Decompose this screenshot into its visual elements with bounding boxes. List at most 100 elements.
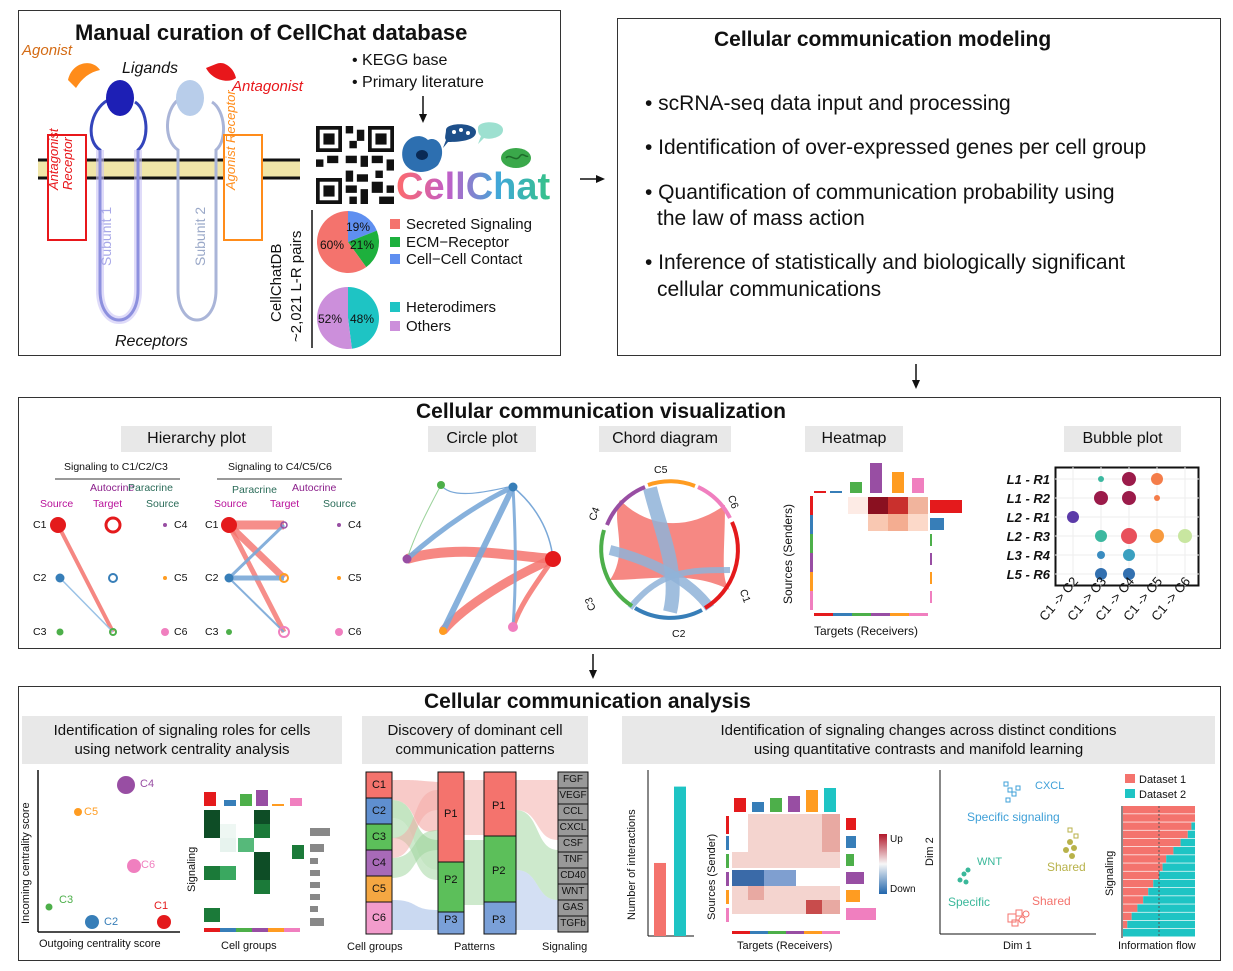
bullet-4: • Inference of statistically and biologi… — [645, 251, 1126, 274]
bubble-row: L1 - R1 — [1006, 472, 1050, 487]
hier-autocrine-1: Autocrine — [90, 482, 135, 494]
signaling-label: CCL — [562, 806, 583, 817]
bubble-point — [1122, 491, 1136, 505]
flow-bar — [1123, 822, 1192, 830]
flow-bar — [1123, 879, 1154, 888]
antagonist-label: Antagonist — [232, 78, 303, 95]
bubble-point — [1095, 530, 1107, 542]
centrality-xlabel: Outgoing centrality score — [39, 938, 161, 950]
pie1-legend: Secreted Signaling ECM−Receptor Cell−Cel… — [390, 216, 532, 269]
flow-bar — [1123, 830, 1188, 839]
bubble-row: L2 - R3 — [1006, 529, 1050, 544]
sec2-label: Discovery of dominant cell communication … — [362, 716, 588, 764]
arrow-right-icon — [580, 175, 605, 183]
color-scale — [879, 834, 887, 894]
panel-modeling — [617, 18, 1221, 356]
chord-diagram-label: Chord diagram — [599, 426, 731, 452]
bullet-3-cont: the law of mass action — [657, 207, 865, 230]
bubble-row: L1 - R2 — [1006, 491, 1050, 506]
interactions-bar — [654, 862, 666, 936]
flow-bar — [1180, 838, 1195, 847]
pattern-p2-b: P2 — [492, 865, 506, 877]
legend-item: Others — [390, 317, 496, 336]
hier-autocrine-2: Autocrine — [292, 482, 337, 494]
pie2-pct-0: 52% — [318, 312, 343, 326]
cellchat-logo: CellChat — [396, 166, 551, 208]
pattern-p3-b: P3 — [492, 914, 506, 926]
heatmap-xlabel: Targets (Receivers) — [814, 624, 919, 638]
pt-c2: C2 — [104, 916, 119, 928]
heatmap-label: Heatmap — [805, 426, 903, 452]
pie-slice — [348, 287, 379, 349]
bubble-point — [1151, 473, 1163, 485]
pt-c6: C6 — [141, 859, 156, 871]
bubble-point — [1094, 491, 1108, 505]
hier-c4-r: C4 — [348, 519, 362, 531]
ligands-label: Ligands — [122, 60, 179, 77]
ligand-light — [176, 80, 204, 116]
flow-bar — [1123, 838, 1181, 847]
signaling-box — [557, 915, 589, 933]
signaling-label: CXCL — [559, 822, 587, 833]
chord-c5: C5 — [654, 464, 668, 476]
manifold-dim2: Dim 2 — [924, 837, 936, 866]
receptors-label: Receptors — [115, 333, 188, 350]
signaling-label: FGF — [563, 774, 583, 785]
flow-bar — [1187, 830, 1195, 839]
interactions-ylabel: Number of interactions — [626, 809, 638, 920]
bubble-plot-label: Bubble plot — [1064, 426, 1181, 452]
hier-target-1: Target — [93, 498, 123, 510]
flow-bar — [1123, 871, 1159, 880]
pattern-p3-a: P3 — [444, 914, 458, 926]
pie-slice — [317, 211, 367, 273]
scale-down: Down — [890, 884, 916, 895]
legend-item: Dataset 2 — [1125, 788, 1186, 803]
panel-modeling-title: Cellular communication modeling — [714, 28, 1052, 51]
hier-c5-r: C5 — [348, 572, 362, 584]
bubble-row: L2 - R1 — [1006, 510, 1050, 525]
arrow-down-icon — [912, 364, 920, 389]
cell-cartoon-icon — [402, 122, 531, 172]
pattern-p1-b: P1 — [492, 800, 506, 812]
flow-legend: Dataset 1 Dataset 2 — [1125, 773, 1186, 803]
flow-bar — [1166, 855, 1195, 863]
signaling-label: VEGF — [559, 790, 587, 801]
pie2-legend: Heterodimers Others — [390, 298, 496, 336]
pattern-p2-a: P2 — [444, 874, 458, 886]
manifold-shared-1: Shared — [1047, 860, 1086, 874]
pt-c1: C1 — [154, 900, 169, 912]
centrality-ylabel: Incoming centrality score — [20, 802, 32, 924]
flow-bar — [1131, 912, 1195, 921]
bullet-1: • scRNA-seq data input and processing — [645, 92, 1011, 115]
flow-bar — [1123, 814, 1195, 822]
bubble-point — [1095, 568, 1107, 580]
bubble-point — [1150, 529, 1164, 543]
manifold-wnt: WNT — [977, 856, 1003, 868]
pattern-axis-signaling: Signaling — [542, 941, 588, 953]
hier-c4-l: C4 — [174, 519, 188, 531]
signaling-label: CD40 — [560, 870, 586, 881]
pt-c3: C3 — [59, 894, 74, 906]
legend-item: Heterodimers — [390, 298, 496, 317]
signaling-label: GAS — [562, 902, 584, 913]
panel-analysis-title: Cellular communication analysis — [424, 690, 751, 713]
hier-c1-l: C1 — [33, 519, 47, 531]
flow-bar — [1127, 920, 1195, 929]
arrow-down-icon — [589, 654, 597, 679]
flow-bar — [1123, 806, 1195, 814]
bubble-point — [1122, 472, 1136, 486]
manifold-specific-signaling: Specific signaling — [967, 810, 1060, 824]
flow-bar — [1123, 847, 1174, 855]
pattern-axis-cells: Cell groups — [347, 941, 403, 953]
legend-item: ECM−Receptor — [390, 234, 532, 252]
flow-bar — [1137, 904, 1195, 912]
interactions-bar — [674, 786, 686, 936]
pie-slice — [348, 230, 379, 268]
bubble-point — [1121, 528, 1137, 544]
circle-plot-label: Circle plot — [428, 426, 536, 452]
bubble-plot — [1054, 466, 1200, 587]
flow-bar — [1162, 863, 1195, 871]
legend-item: Secreted Signaling — [390, 216, 532, 234]
bullet-2: • Identification of over-expressed genes… — [645, 136, 1147, 159]
pie-chart-interaction-types — [317, 211, 379, 273]
